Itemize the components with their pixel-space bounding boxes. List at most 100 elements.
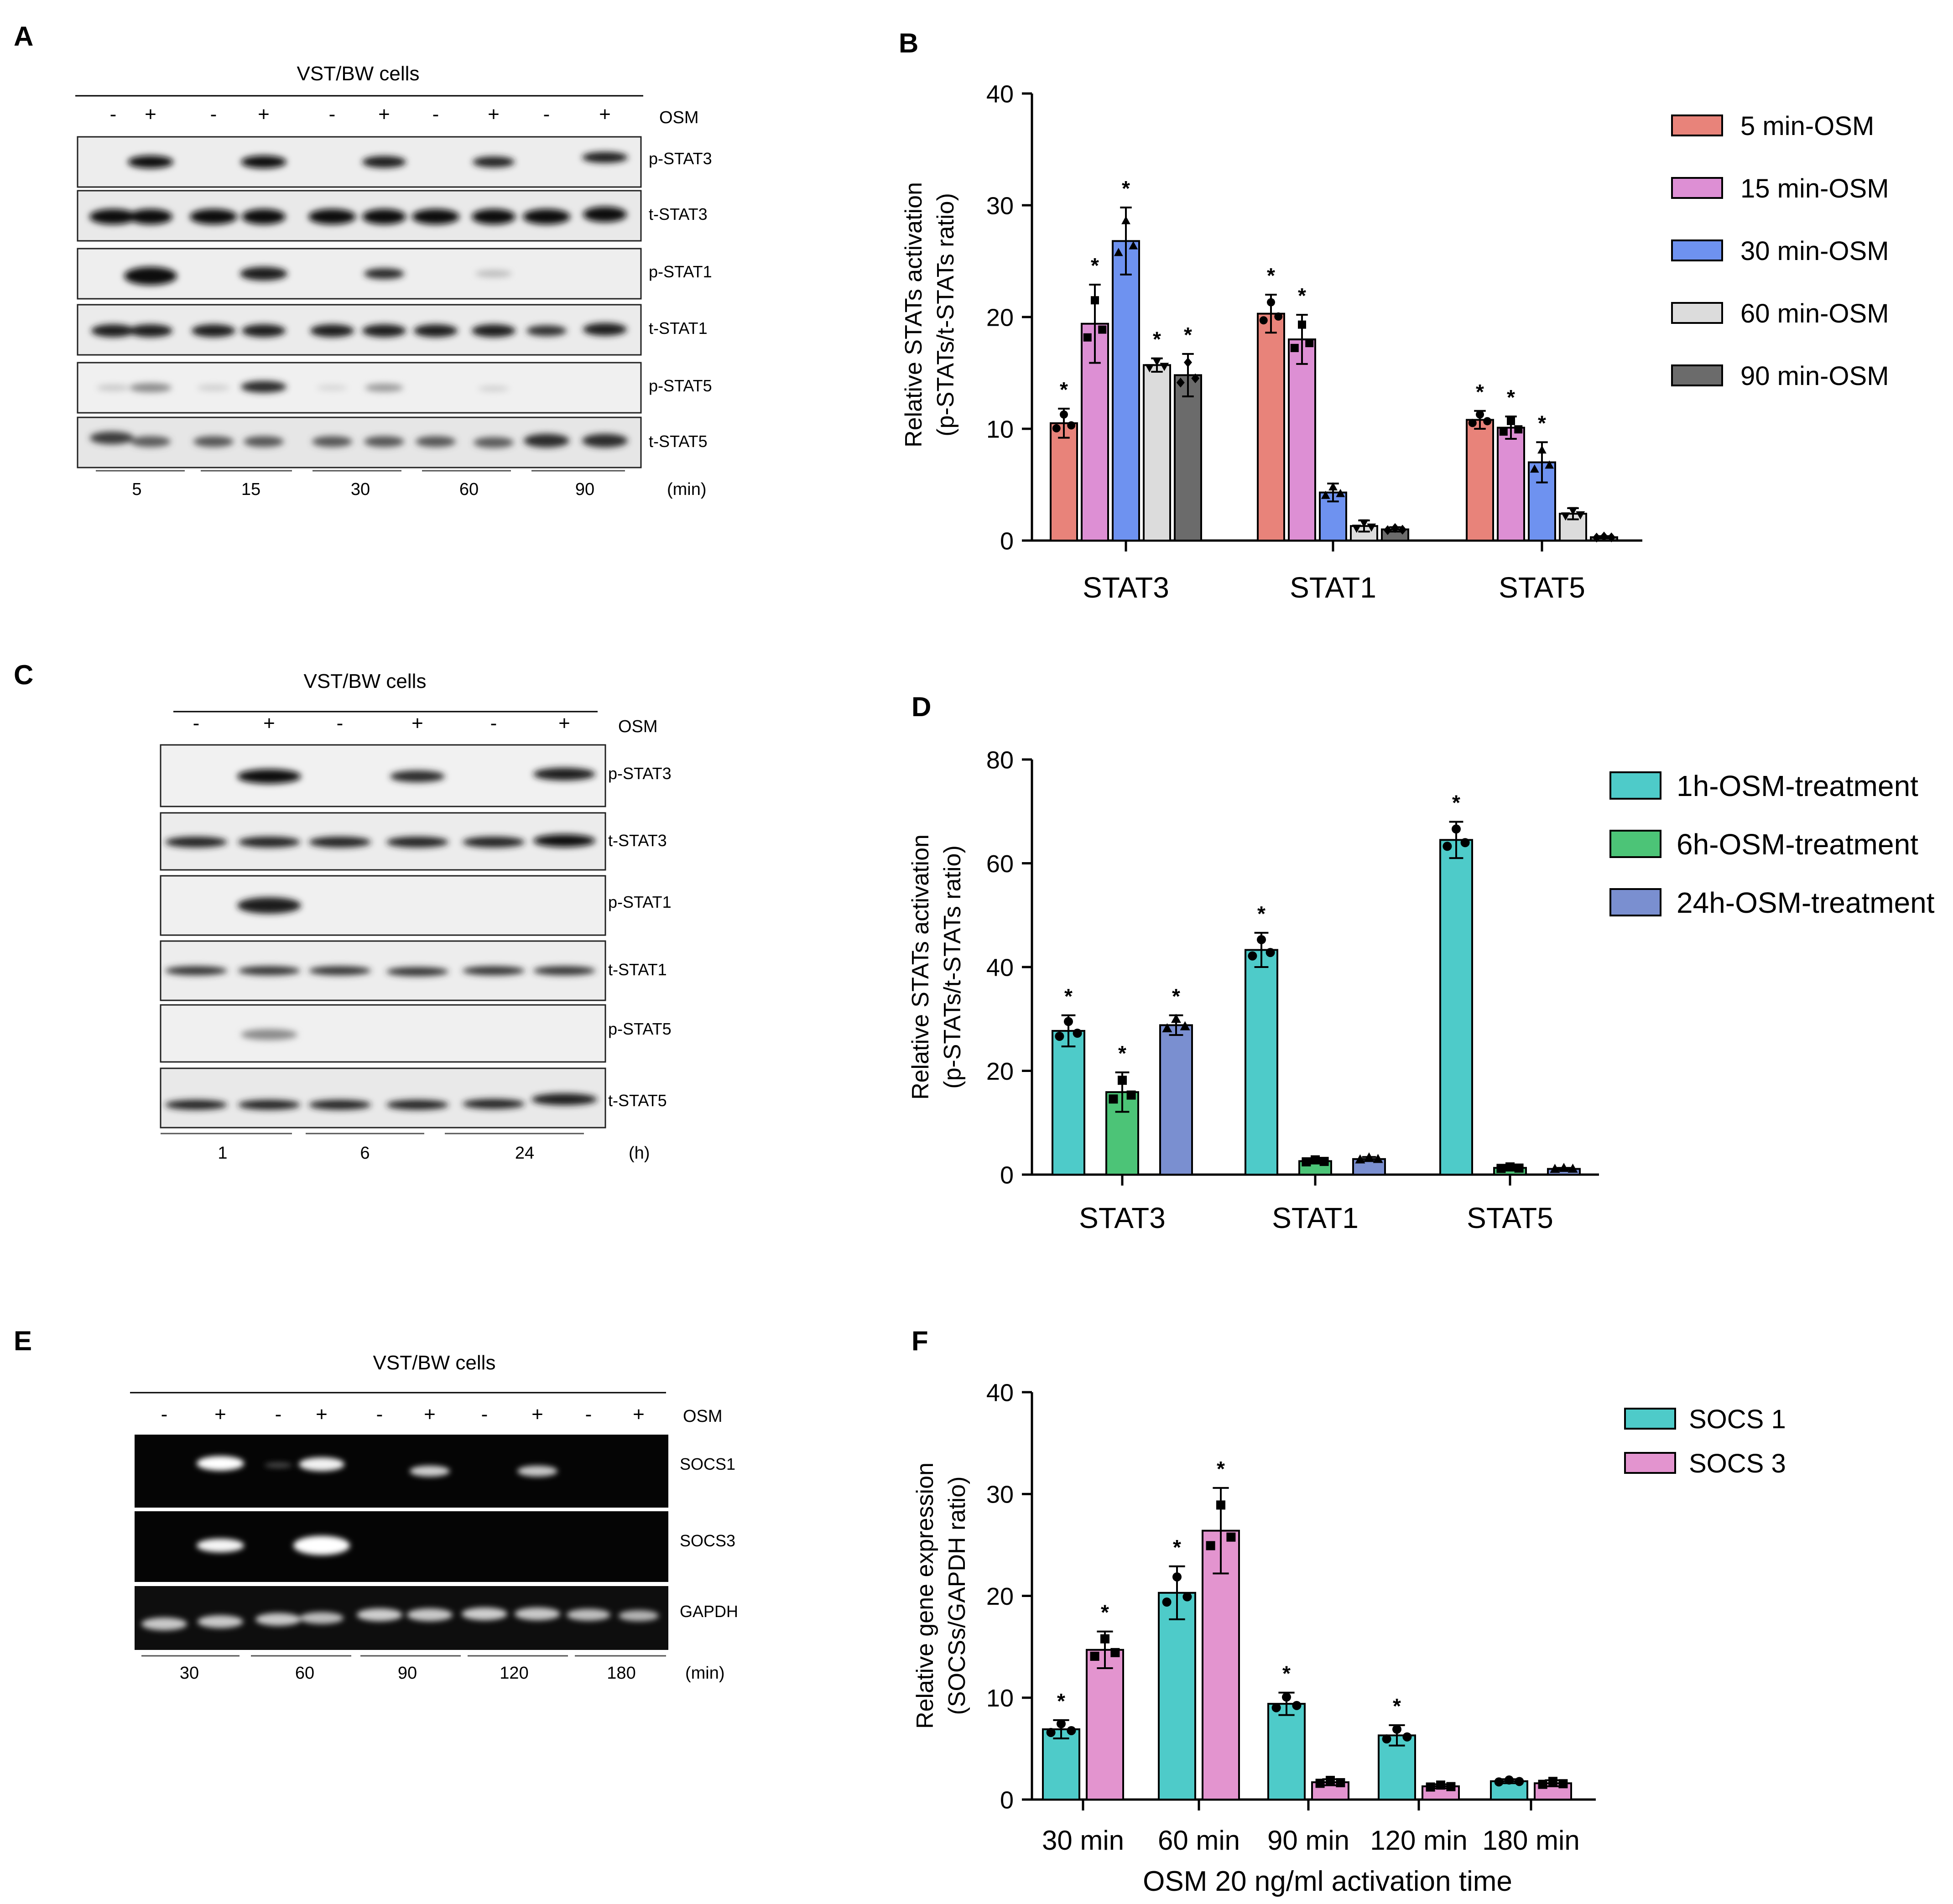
band [237, 897, 301, 914]
legend-swatch [1624, 1452, 1676, 1474]
row-label: p-STAT5 [649, 376, 712, 395]
band [193, 436, 234, 447]
treatment-signs: - + - + - + - + - + [110, 103, 611, 125]
row-label: p-STAT5 [608, 1020, 672, 1038]
significance-star: * [1060, 378, 1068, 401]
significance-star: * [1057, 1689, 1065, 1713]
sign-label: + [145, 103, 156, 125]
significance-star: * [1153, 328, 1161, 351]
x-tick-label: 90 min [1267, 1825, 1349, 1856]
data-point [1336, 489, 1345, 497]
band [97, 385, 130, 391]
band [141, 1618, 187, 1630]
data-point [1326, 1776, 1335, 1785]
data-point [1559, 1163, 1569, 1172]
panel-f: F 0 10 20 30 40 Relative gene expression (SOCS… [911, 1326, 1786, 1897]
data-point [1352, 525, 1361, 533]
sign-label: - [275, 1403, 282, 1425]
legend-label: SOCS 1 [1689, 1405, 1786, 1434]
band [192, 324, 235, 337]
y-tick-label: 10 [986, 416, 1014, 443]
x-tick-label: 120 min [1370, 1825, 1467, 1856]
blot-bands [89, 152, 628, 448]
legend-swatch [1671, 114, 1723, 136]
data-point [1182, 1592, 1192, 1602]
data-point [1446, 1782, 1456, 1791]
sign-label: + [411, 712, 423, 734]
band [265, 1462, 292, 1468]
data-point [1100, 1634, 1109, 1644]
band [197, 385, 230, 391]
band [312, 436, 352, 447]
significance-star: * [1452, 791, 1460, 815]
row-label: t-STAT5 [608, 1091, 667, 1110]
band [310, 324, 354, 337]
x-tick-label: STAT3 [1083, 571, 1169, 604]
data-point [1364, 1152, 1374, 1162]
group-labels: 5 15 30 60 90 (min) [132, 480, 706, 499]
data-point [1436, 1780, 1445, 1790]
data-point [1271, 1703, 1281, 1712]
group-labels: 30 60 90 120 180 (min) [180, 1664, 725, 1683]
y-tick-label: 20 [986, 1583, 1014, 1610]
legend-swatch [1671, 177, 1723, 199]
y-tick-label: 40 [986, 1379, 1014, 1406]
data-point [1545, 460, 1554, 469]
bar-chart-b: 0 10 20 30 40 Relative STATs activation (p-STA… [901, 80, 1889, 604]
y-tick-label: 0 [1000, 1786, 1014, 1814]
unit-label: (h) [629, 1144, 650, 1163]
data-point [1152, 358, 1161, 366]
data-point [1592, 532, 1601, 543]
y-axis-label: Relative STATs activation [907, 834, 934, 1100]
row-label: t-STAT3 [649, 205, 708, 224]
band [386, 1100, 448, 1110]
band [567, 1609, 610, 1621]
band [241, 156, 286, 168]
data-point [1315, 1779, 1325, 1788]
data-point [1162, 1023, 1172, 1032]
band [300, 1612, 344, 1624]
sign-label: + [214, 1403, 226, 1425]
sign-label: + [558, 712, 570, 734]
band [309, 966, 371, 975]
significance-star: * [1122, 177, 1130, 200]
data-point [1184, 357, 1192, 368]
treatment-label: OSM [683, 1407, 723, 1426]
bar-chart-d: 0 20 40 60 80 Relative STATs activation (p-STA… [907, 746, 1935, 1234]
data-point [1499, 427, 1508, 436]
data-point [1561, 512, 1570, 521]
sign-label: - [193, 712, 200, 734]
panel-a: A VST/BW cells - + - + - + - + - + OSM [14, 21, 712, 499]
band [583, 323, 627, 336]
group-label: 90 [575, 480, 594, 499]
band [390, 770, 445, 782]
data-point [1052, 424, 1061, 432]
gel-strip [135, 1435, 668, 1508]
panel-d: D 0 20 40 60 80 Relative STATs activation (p-S… [907, 692, 1935, 1234]
band [362, 209, 406, 224]
row-labels: p-STAT3 t-STAT3 p-STAT1 t-STAT1 p-STAT5 … [608, 764, 672, 1110]
blot-title: VST/BW cells [373, 1352, 496, 1374]
x-tick-label: STAT3 [1079, 1202, 1166, 1234]
blot-strip [77, 136, 642, 188]
row-label: SOCS3 [680, 1531, 735, 1550]
band [517, 1466, 557, 1477]
data-point [1145, 364, 1154, 373]
data-point [1060, 410, 1068, 419]
sign-label: - [376, 1403, 383, 1425]
bar [1158, 1592, 1196, 1800]
significance-star: * [1538, 411, 1546, 435]
legend-label: 30 min-OSM [1740, 236, 1889, 266]
y-axis-label: (p-STATs/t-STATs ratio) [932, 193, 959, 437]
band [474, 437, 514, 448]
data-point [1321, 490, 1330, 499]
data-point [1129, 241, 1138, 250]
band [89, 209, 137, 224]
legend-label: 60 min-OSM [1740, 299, 1889, 328]
significance-star: * [1172, 984, 1180, 1008]
data-point [1426, 1782, 1435, 1792]
row-label: t-STAT3 [608, 831, 667, 850]
legend-swatch [1624, 1408, 1676, 1430]
significance-star: * [1257, 902, 1266, 926]
